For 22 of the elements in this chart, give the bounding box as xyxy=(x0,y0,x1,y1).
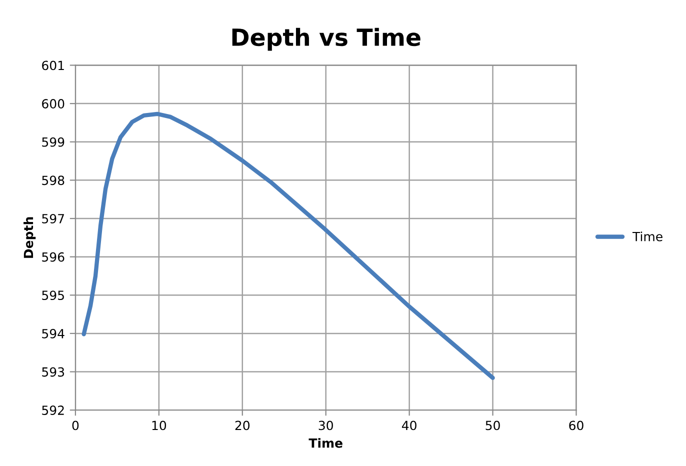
line-series xyxy=(82,112,495,380)
y-tick-label: 599 xyxy=(42,137,64,147)
legend-label: Time xyxy=(632,232,662,242)
y-axis-title: Depth xyxy=(24,217,36,258)
y-tick-label: 600 xyxy=(42,99,64,108)
y-tick-label: 592 xyxy=(42,406,64,416)
chart-title: Depth vs Time xyxy=(232,28,420,51)
y-tick-label: 596 xyxy=(42,252,64,262)
y-tick-label: 598 xyxy=(42,176,64,186)
x-tick-label: 20 xyxy=(235,420,250,430)
x-tick-label: 10 xyxy=(152,420,166,430)
y-tick-label: 593 xyxy=(42,367,64,377)
x-tick-label: 60 xyxy=(569,420,584,430)
x-tick-label: 0 xyxy=(72,420,79,430)
y-tick-label: 601 xyxy=(42,60,64,70)
x-axis-title: Time xyxy=(308,438,342,448)
y-tick-label: 595 xyxy=(42,290,64,300)
x-tick-label: 50 xyxy=(486,420,500,430)
y-tick-label: 594 xyxy=(42,328,64,338)
x-tick-label: 40 xyxy=(402,420,416,430)
x-tick-label: 30 xyxy=(318,420,333,430)
y-tick-label: 597 xyxy=(42,214,64,224)
